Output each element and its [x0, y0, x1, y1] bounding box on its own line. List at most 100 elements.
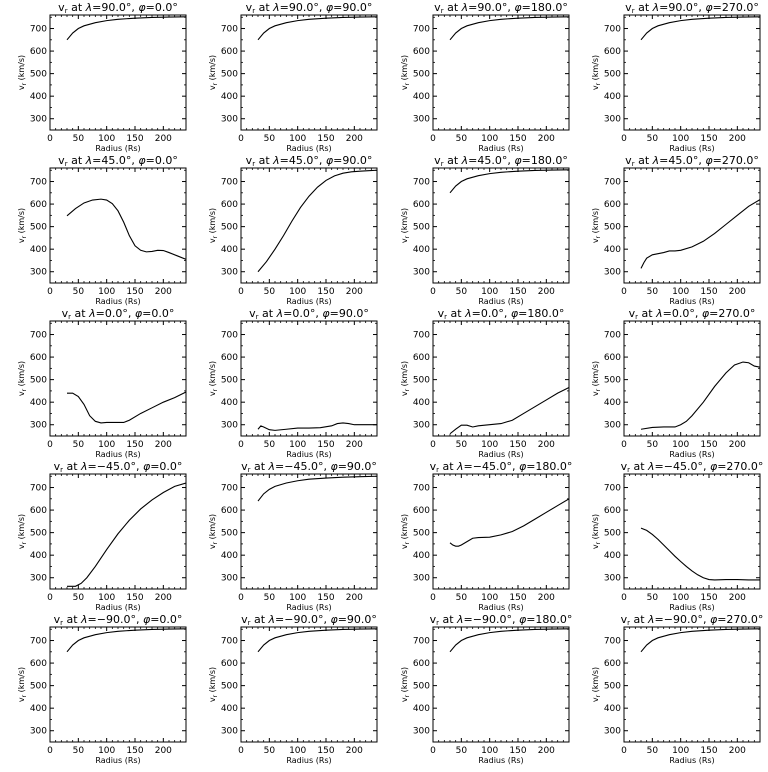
chart-4-xtick-label: 100	[98, 287, 115, 297]
chart-panel-7: vr at λ=45.0°, φ=270.0° 0 50 100 150 200 300 40…	[591, 154, 761, 306]
chart-0-axes-frame	[49, 14, 187, 131]
chart-4-axes-frame	[49, 167, 187, 284]
chart-17-ytick-label: 400	[221, 704, 238, 714]
chart-4-xtick-label: 50	[73, 287, 85, 297]
chart-18-series-line	[449, 628, 569, 653]
chart-17-ytick-label: 500	[221, 682, 238, 692]
chart-0-title: vr at λ=90.0°, φ=0.0°	[58, 1, 178, 15]
chart-0-xtick-label: 150	[126, 134, 143, 144]
chart-2-series-line	[449, 16, 569, 41]
chart-19-axes-frame	[623, 626, 761, 743]
chart-12-xlabel: Radius (Rs)	[95, 603, 140, 612]
chart-panel-14: vr at λ=−45.0°, φ=180.0° 0 50 100 150 200 300 4…	[400, 460, 572, 612]
chart-1-ylabel: vr (km/s)	[208, 55, 219, 90]
chart-15-ytick-label: 300	[604, 574, 621, 584]
chart-12-xtick-label: 150	[126, 593, 143, 603]
chart-15-xtick-label: 200	[729, 593, 746, 603]
chart-5-xtick-label: 200	[346, 287, 363, 297]
chart-0-ytick-label: 700	[30, 25, 47, 35]
chart-7-ytick-label: 400	[604, 245, 621, 255]
chart-2-ylabel: vr (km/s)	[400, 55, 411, 90]
chart-17-xtick-label: 50	[264, 746, 276, 756]
chart-13-xtick-label: 0	[238, 593, 244, 603]
chart-4-xtick-label: 150	[126, 287, 143, 297]
chart-5-ytick-label: 400	[221, 245, 238, 255]
chart-18-ytick-label: 300	[413, 727, 430, 737]
chart-16-series-line	[66, 628, 186, 653]
chart-14-ytick-label: 700	[413, 484, 430, 494]
chart-1-axes-frame	[240, 14, 378, 131]
chart-19-ytick-label: 400	[604, 704, 621, 714]
chart-panel-11: vr at λ=0.0°, φ=270.0° 0 50 100 150 200 300 400…	[591, 307, 761, 459]
chart-18-ytick-label: 500	[413, 682, 430, 692]
chart-9-xtick-label: 150	[317, 440, 334, 450]
chart-7-title: vr at λ=45.0°, φ=270.0°	[625, 154, 759, 168]
chart-7-axes-frame	[623, 167, 761, 284]
chart-3-xtick-label: 50	[647, 134, 659, 144]
chart-6-ytick-label: 700	[413, 178, 430, 188]
chart-11-ytick-label: 300	[604, 421, 621, 431]
chart-5-xtick-label: 150	[317, 287, 334, 297]
chart-12-series-line	[67, 482, 186, 587]
chart-8-ytick-label: 700	[30, 331, 47, 341]
chart-10-xlabel: Radius (Rs)	[478, 450, 523, 459]
chart-9-xtick-label: 100	[289, 440, 306, 450]
chart-18-xtick-label: 200	[538, 746, 555, 756]
chart-9-ytick-label: 500	[221, 376, 238, 386]
chart-10-ytick-label: 500	[413, 376, 430, 386]
chart-13-xtick-label: 100	[289, 593, 306, 603]
chart-8-axes-frame	[49, 320, 187, 437]
chart-19-xtick-label: 50	[647, 746, 659, 756]
chart-18-xtick-label: 0	[430, 746, 436, 756]
chart-3-title: vr at λ=90.0°, φ=270.0°	[625, 1, 759, 15]
chart-8-xtick-label: 100	[98, 440, 115, 450]
chart-9-ytick-label: 400	[221, 398, 238, 408]
chart-18-ytick-label: 600	[413, 659, 430, 669]
chart-6-xtick-label: 200	[538, 287, 555, 297]
chart-12-title: vr at λ=−45.0°, φ=0.0°	[54, 460, 183, 474]
chart-3-xtick-label: 200	[729, 134, 746, 144]
chart-12-ytick-label: 700	[30, 484, 47, 494]
chart-15-xlabel: Radius (Rs)	[669, 603, 714, 612]
chart-15-xtick-label: 0	[621, 593, 627, 603]
chart-5-ylabel: vr (km/s)	[208, 208, 219, 243]
chart-4-xlabel: Radius (Rs)	[95, 297, 140, 306]
chart-17-ylabel: vr (km/s)	[208, 667, 219, 702]
chart-5-ytick-label: 600	[221, 200, 238, 210]
chart-17-xlabel: Radius (Rs)	[286, 756, 331, 765]
chart-17-axes-frame	[240, 626, 378, 743]
chart-8-ylabel: vr (km/s)	[17, 361, 28, 396]
chart-9-series-line	[257, 422, 377, 431]
chart-13-ytick-label: 700	[221, 484, 238, 494]
chart-17-ytick-label: 700	[221, 637, 238, 647]
chart-17-xtick-label: 0	[238, 746, 244, 756]
chart-14-xtick-label: 150	[509, 593, 526, 603]
chart-8-ytick-label: 600	[30, 353, 47, 363]
chart-panel-13: vr at λ=−45.0°, φ=90.0° 0 50 100 150 200 300 40…	[208, 460, 378, 612]
chart-panel-5: vr at λ=45.0°, φ=90.0° 0 50 100 150 200 300 400…	[208, 154, 378, 306]
chart-18-xtick-label: 100	[481, 746, 498, 756]
chart-17-ytick-label: 600	[221, 659, 238, 669]
chart-19-ytick-label: 700	[604, 637, 621, 647]
chart-panel-15: vr at λ=−45.0°, φ=270.0° 0 50 100 150 200 300 4…	[591, 460, 763, 612]
chart-19-ytick-label: 300	[604, 727, 621, 737]
chart-6-series-line	[449, 169, 569, 194]
chart-5-ytick-label: 700	[221, 178, 238, 188]
chart-7-xtick-label: 50	[647, 287, 659, 297]
chart-15-ytick-label: 500	[604, 529, 621, 539]
chart-12-xtick-label: 100	[98, 593, 115, 603]
chart-15-xtick-label: 100	[672, 593, 689, 603]
chart-2-xtick-label: 0	[430, 134, 436, 144]
chart-18-ytick-label: 400	[413, 704, 430, 714]
chart-7-xtick-label: 150	[700, 287, 717, 297]
chart-16-axes-frame	[49, 626, 187, 743]
chart-4-series-line	[66, 198, 186, 260]
chart-panel-4: vr at λ=45.0°, φ=0.0° 0 50 100 150 200 300 400 5…	[17, 154, 187, 306]
chart-10-ytick-label: 400	[413, 398, 430, 408]
chart-9-title: vr at λ=0.0°, φ=90.0°	[249, 307, 369, 321]
chart-11-ylabel: vr (km/s)	[591, 361, 602, 396]
chart-4-ytick-label: 700	[30, 178, 47, 188]
chart-13-ytick-label: 600	[221, 506, 238, 516]
chart-2-xlabel: Radius (Rs)	[478, 144, 523, 153]
chart-19-title: vr at λ=−90.0°, φ=270.0°	[621, 613, 764, 627]
